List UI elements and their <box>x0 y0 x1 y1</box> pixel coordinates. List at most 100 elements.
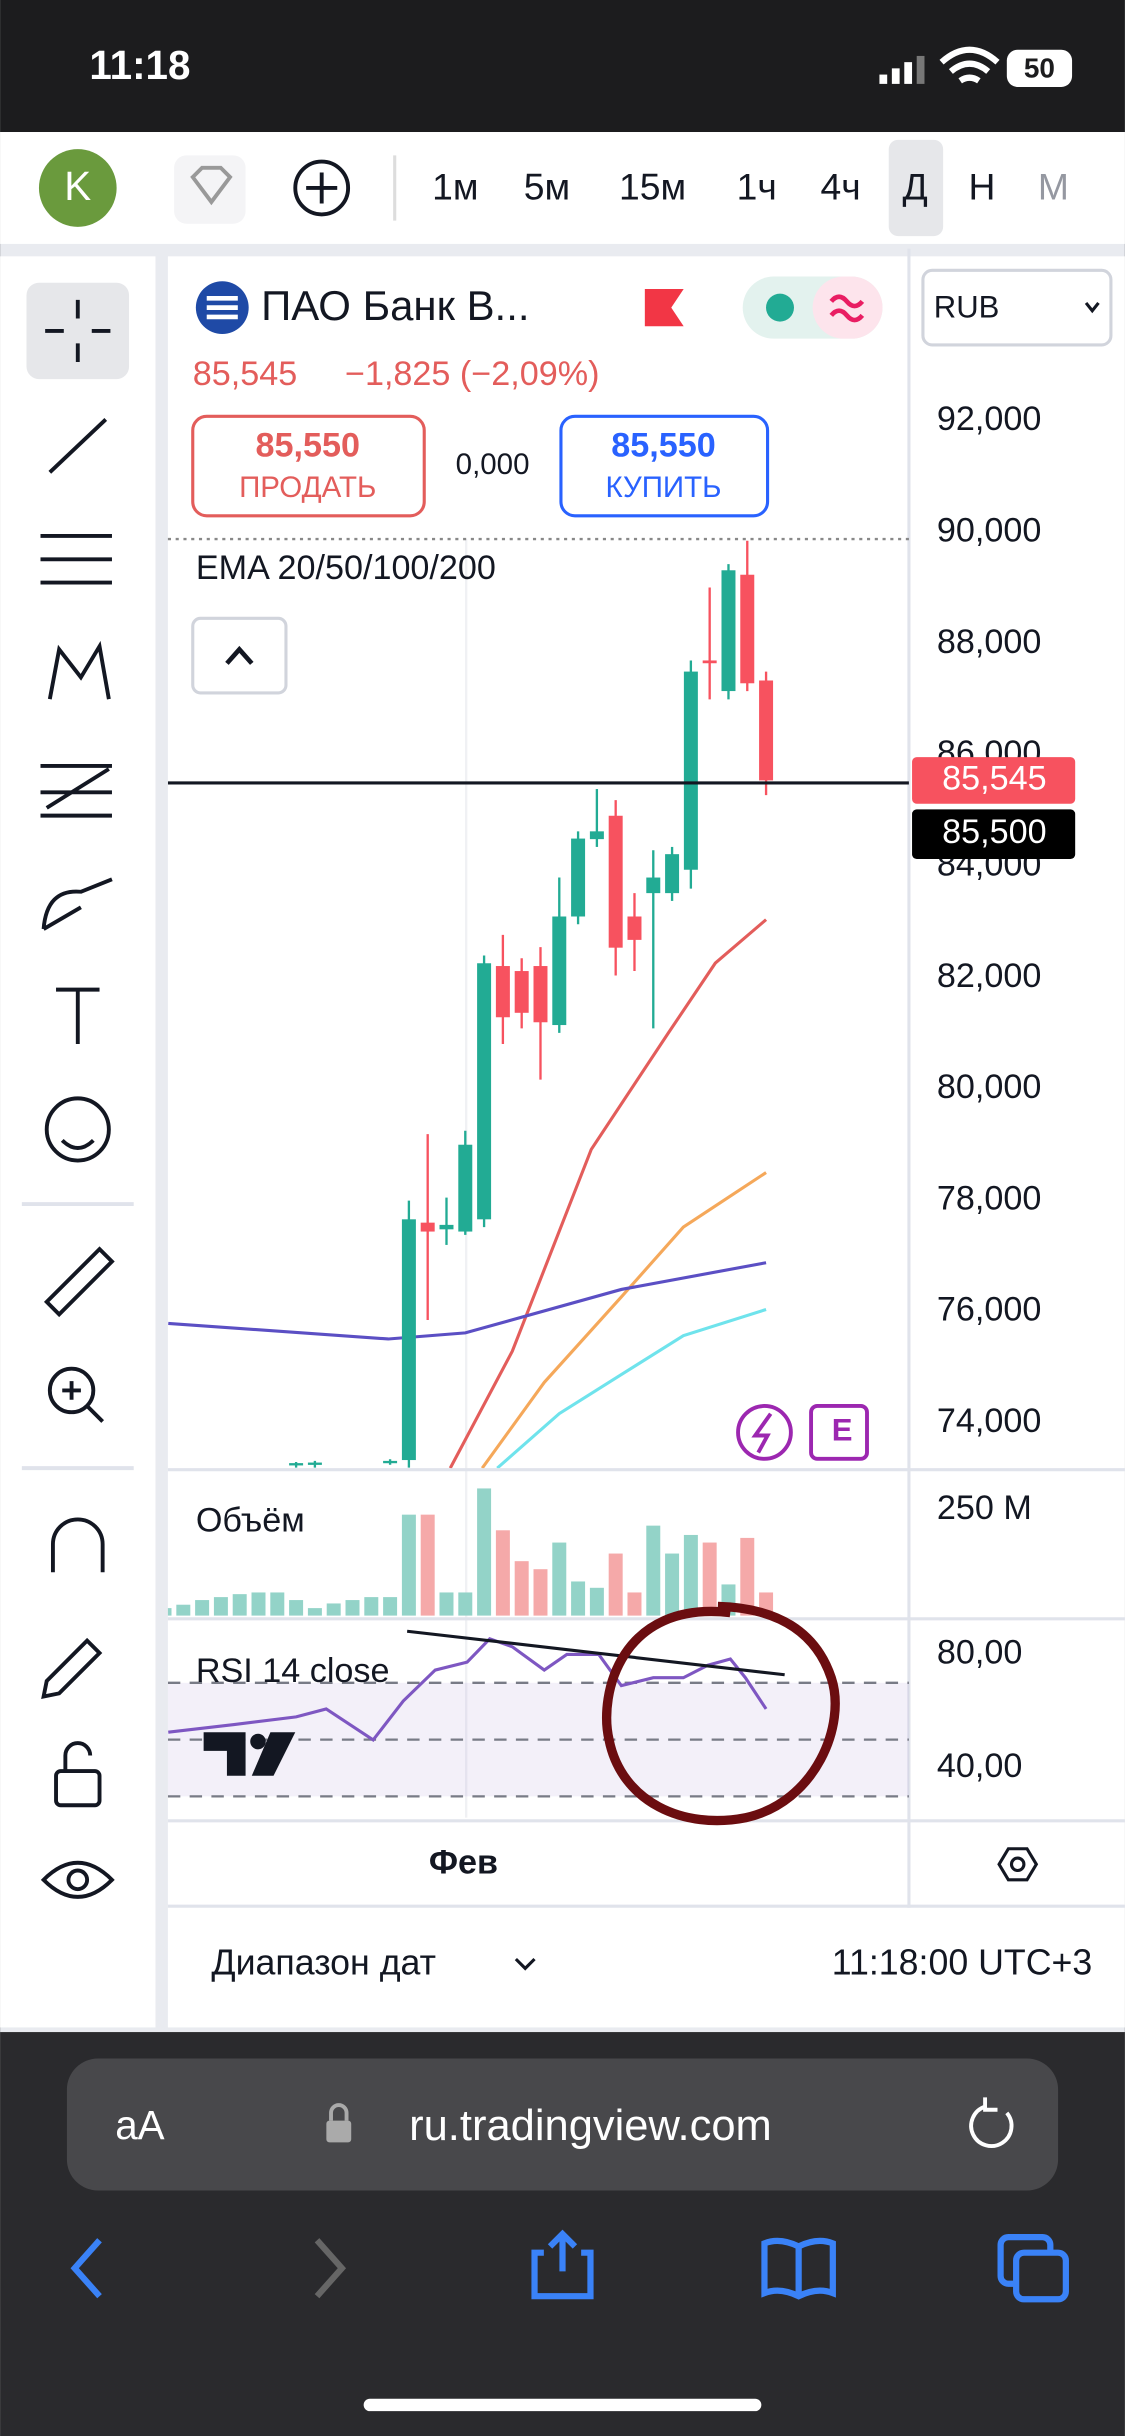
battery-level: 50 <box>1024 52 1055 83</box>
volume-bar <box>702 1542 717 1616</box>
volume-bar <box>552 1542 567 1616</box>
text-tool[interactable] <box>56 987 100 1044</box>
sell-button[interactable] <box>191 414 426 518</box>
back-button[interactable] <box>70 2238 102 2299</box>
fib-tool[interactable] <box>40 534 112 585</box>
symbol-name[interactable]: ПАО Банк В... <box>261 282 529 329</box>
buy-label: КУПИТЬ <box>605 471 721 504</box>
interval-button[interactable]: 1м <box>432 165 478 207</box>
candle-body <box>608 815 623 948</box>
share-button[interactable] <box>531 2229 594 2300</box>
candle-body <box>477 963 492 1220</box>
interval-button[interactable]: Д <box>903 165 928 207</box>
magnet-tool[interactable] <box>50 1517 105 1573</box>
left-toolbar <box>0 256 156 2028</box>
upgrade-button[interactable] <box>174 155 246 224</box>
currency-select[interactable] <box>921 268 1113 347</box>
crosshair-tool-bg <box>26 282 130 380</box>
interval-button[interactable]: 1ч <box>737 165 777 207</box>
ruler-tool[interactable] <box>43 1246 115 1318</box>
trendline-drawing[interactable] <box>406 1629 785 1677</box>
plot-layer <box>167 540 909 1798</box>
flag-icon[interactable] <box>644 288 684 327</box>
avatar[interactable] <box>38 149 117 227</box>
cursor-price-label: 85,500 <box>942 813 1046 851</box>
buy-button[interactable] <box>559 414 770 518</box>
chart-panel <box>167 256 1125 2028</box>
candle-body <box>514 971 529 1013</box>
collapse-button[interactable] <box>191 616 288 695</box>
brush-tool[interactable] <box>41 877 113 931</box>
zoom-icon <box>62 1381 105 1423</box>
volume-bar <box>270 1592 285 1616</box>
forward-button <box>314 2238 347 2299</box>
text-size-button[interactable]: aA <box>115 2102 164 2148</box>
candle-body <box>533 966 548 1023</box>
volume-bar <box>665 1553 680 1616</box>
settings-button[interactable] <box>997 1847 1039 1882</box>
add-symbol-button[interactable] <box>293 159 351 217</box>
pattern-tool[interactable] <box>47 640 111 700</box>
avatar-letter: K <box>64 163 91 209</box>
circle-drawing[interactable] <box>602 1601 840 1826</box>
volume-bar <box>420 1514 435 1616</box>
rsi-tick-label: 40,00 <box>937 1747 1022 1785</box>
plus-icon <box>306 172 338 204</box>
event-badges[interactable] <box>736 1404 869 1461</box>
candle-body <box>759 680 774 781</box>
volume-bar <box>683 1534 698 1616</box>
interval-button[interactable]: М <box>1038 165 1069 207</box>
url[interactable]: ru.tradingview.com <box>409 2102 772 2150</box>
volume-bar <box>383 1597 398 1616</box>
interval-button[interactable]: 15м <box>619 165 686 207</box>
lock-shackle <box>329 2103 349 2121</box>
rsi-legend: RSI 14 close <box>196 1652 390 1690</box>
volume-bar <box>232 1594 247 1616</box>
selected-interval-bg <box>888 139 944 237</box>
volume-bar <box>477 1488 492 1616</box>
unlock-tool[interactable] <box>54 1769 102 1808</box>
reload-button[interactable] <box>969 2097 1014 2148</box>
currency: RUB <box>934 289 1000 324</box>
home-indicator <box>363 2398 762 2412</box>
volume-bar <box>401 1514 416 1616</box>
volume-bar <box>176 1604 191 1616</box>
volume-bar <box>627 1592 642 1616</box>
candle-body <box>420 1222 435 1232</box>
volume-bar <box>195 1600 210 1616</box>
crosshair-tool[interactable] <box>45 299 111 362</box>
date-range-button[interactable]: Диапазон дат <box>211 1943 436 1983</box>
volume-bar <box>514 1561 529 1616</box>
forecast-tool[interactable] <box>40 763 112 818</box>
visibility-tool[interactable] <box>40 1860 115 1899</box>
lock-drawing-tool[interactable] <box>41 1637 103 1699</box>
candle-body <box>571 838 586 917</box>
volume-bar <box>289 1600 304 1616</box>
last-price: 85,545 <box>193 355 297 393</box>
price-change: −1,825 (−2,09%) <box>345 355 599 393</box>
bookmarks-button[interactable] <box>761 2237 836 2300</box>
spread: 0,000 <box>456 448 530 481</box>
interval-button[interactable]: 4ч <box>821 165 861 207</box>
candle-body <box>589 831 604 840</box>
moving-average <box>168 1261 767 1341</box>
status-bar <box>0 0 1125 133</box>
timezone[interactable]: 11:18:00 UTC+3 <box>832 1943 1092 1983</box>
interval-button[interactable]: 5м <box>524 165 570 207</box>
trendline-tool[interactable] <box>48 418 108 474</box>
emoji-tool[interactable] <box>44 1096 111 1163</box>
interval-button[interactable]: Н <box>969 165 996 207</box>
market-open-dot <box>766 293 794 322</box>
wifi-icon <box>939 46 1000 84</box>
volume-bar <box>533 1569 548 1616</box>
address-bar[interactable] <box>66 2058 1059 2191</box>
candle-body <box>383 1460 398 1464</box>
indicator-legend: EMA 20/50/100/200 <box>196 549 496 587</box>
zoom-tool[interactable] <box>47 1366 96 1415</box>
lock-icon <box>326 2120 352 2143</box>
volume-bar <box>646 1525 661 1616</box>
moving-average <box>496 1308 767 1469</box>
